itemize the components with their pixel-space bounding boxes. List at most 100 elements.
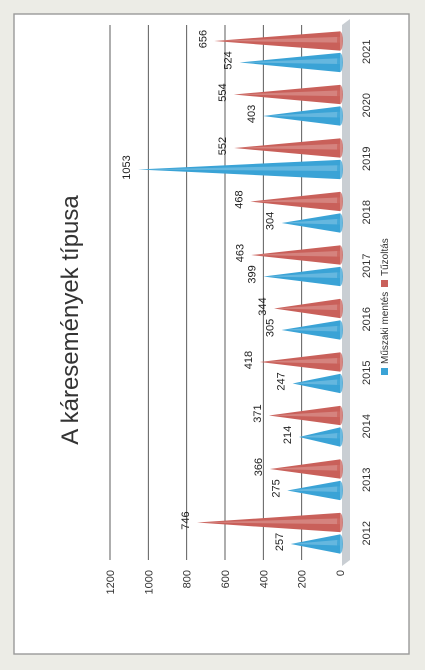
data-label: 403 (246, 105, 258, 123)
data-cone (233, 84, 343, 105)
cone-muszaki (298, 427, 340, 447)
cone-tuzoltas (197, 512, 340, 533)
data-cone (287, 480, 343, 501)
data-label: 552 (217, 137, 229, 155)
y-tick-label: 1000 (143, 570, 155, 594)
data-cone (292, 373, 343, 394)
data-label: 214 (282, 426, 294, 444)
cone-muszaki (239, 52, 340, 73)
cone-base (337, 245, 343, 265)
x-tick-label: 2017 (361, 254, 373, 278)
cone-highlight (269, 464, 340, 471)
cone-highlight (251, 250, 340, 257)
data-cone (281, 213, 343, 233)
legend-item: Tűzoltás (380, 238, 391, 276)
cone-highlight (268, 411, 340, 418)
cone-muszaki (290, 534, 340, 554)
data-cone (269, 459, 343, 479)
cone-muszaki (138, 159, 340, 180)
cone-base (337, 427, 343, 447)
y-tick-label: 600 (220, 570, 232, 588)
cone-tuzoltas (268, 405, 340, 426)
cone-base (337, 52, 343, 73)
data-cone (259, 352, 343, 372)
cone-muszaki (262, 106, 340, 126)
cone-highlight (233, 90, 340, 97)
cone-base (337, 191, 343, 212)
cone-highlight (197, 518, 340, 525)
cone-highlight (274, 304, 340, 311)
x-tick-label: 2015 (361, 361, 373, 385)
cone-muszaki (281, 213, 340, 233)
cone-highlight (239, 58, 340, 64)
x-tick-label: 2021 (361, 40, 373, 64)
cone-highlight (262, 111, 340, 118)
cone-base (337, 373, 343, 394)
cone-muszaki (292, 373, 340, 394)
data-cone (281, 320, 343, 340)
cone-highlight (250, 197, 340, 204)
cone-highlight (214, 36, 340, 43)
data-label: 305 (265, 319, 277, 337)
data-cone (262, 106, 343, 126)
data-cone (197, 512, 343, 533)
legend-swatch (381, 280, 388, 287)
x-axis-labels: 2012 2013 2014 2015 2016 2017 2018 2019 2020 2021 (361, 40, 373, 546)
data-label: 275 (270, 479, 282, 497)
cone-highlight (281, 218, 340, 225)
cone-tuzoltas (274, 298, 340, 319)
cone-base (337, 31, 343, 51)
data-cone (290, 534, 343, 554)
cone-muszaki (263, 266, 340, 287)
cone-tuzoltas (234, 138, 340, 158)
data-label: 418 (243, 351, 255, 369)
x-tick-label: 2013 (361, 468, 373, 492)
cone-base (337, 298, 343, 319)
data-cone (214, 31, 343, 51)
cone-muszaki (287, 480, 340, 501)
cone-base (337, 459, 343, 479)
cone-highlight (259, 357, 340, 364)
x-tick-label: 2012 (361, 521, 373, 545)
cone-muszaki (281, 320, 340, 340)
cone-highlight (290, 539, 340, 546)
y-tick-label: 400 (258, 570, 270, 588)
cone-base (337, 405, 343, 426)
legend-swatch (381, 368, 388, 375)
y-tick-label: 0 (335, 570, 347, 576)
data-label: 304 (265, 212, 277, 230)
data-label: 344 (257, 297, 269, 315)
cone-tuzoltas (233, 84, 340, 105)
x-tick-label: 2019 (361, 147, 373, 171)
x-tick-label: 2014 (361, 414, 373, 438)
cone-tuzoltas (214, 31, 340, 51)
cone-base (337, 213, 343, 233)
data-label: 463 (234, 244, 246, 262)
data-cone (239, 52, 343, 73)
cone-highlight (138, 165, 340, 171)
data-label: 554 (217, 83, 229, 101)
data-label: 656 (197, 30, 209, 48)
cone-tuzoltas (259, 352, 340, 372)
cone-highlight (292, 379, 340, 385)
x-tick-label: 2016 (361, 307, 373, 331)
y-tick-label: 200 (297, 570, 309, 588)
data-label: 257 (274, 533, 286, 551)
data-cone (138, 159, 343, 180)
y-tick-label: 1200 (105, 570, 117, 594)
cone-base (337, 106, 343, 126)
data-cone (251, 245, 343, 265)
data-label: 247 (276, 372, 288, 390)
data-label: 366 (253, 458, 265, 476)
data-cone (263, 266, 343, 287)
cone-base (337, 512, 343, 533)
cone-tuzoltas (269, 459, 340, 479)
data-label: 371 (252, 404, 264, 422)
cone-base (337, 266, 343, 287)
cone-highlight (298, 432, 340, 439)
x-tick-label: 2020 (361, 93, 373, 117)
chart-floor (342, 19, 350, 566)
chart-title: A káresemények típusa (57, 195, 84, 445)
